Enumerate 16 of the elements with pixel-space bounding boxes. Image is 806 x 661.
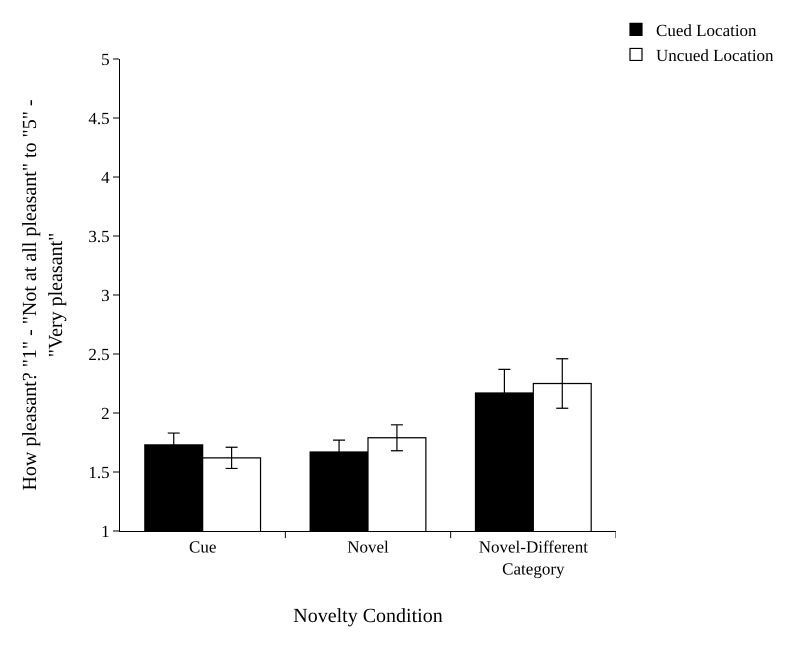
y-tick-label: 3: [101, 286, 110, 305]
y-tick-label: 4.5: [88, 108, 110, 128]
legend-label: Uncued Location: [656, 46, 774, 66]
y-axis-title: How pleasant? "1" - "Not at all pleasant" to "5" - "Very pleasant": [18, 99, 67, 491]
y-tick-label: 1.5: [88, 462, 110, 482]
legend-label: Cued Location: [656, 20, 758, 40]
x-axis-title: Novelty Condition: [293, 605, 443, 627]
y-tick-label: 3.5: [88, 226, 110, 246]
x-tick-label: Novel: [347, 537, 390, 556]
y-tick-label: 5: [101, 50, 110, 69]
y-tick-label: 4: [101, 168, 110, 187]
x-tick-label: Cue: [188, 537, 216, 556]
x-tick-label: Novel-Different Category: [478, 537, 588, 578]
y-tick-label: 2: [101, 404, 110, 423]
y-tick-label: 2.5: [88, 344, 110, 364]
y-tick-label: 1: [101, 522, 110, 541]
